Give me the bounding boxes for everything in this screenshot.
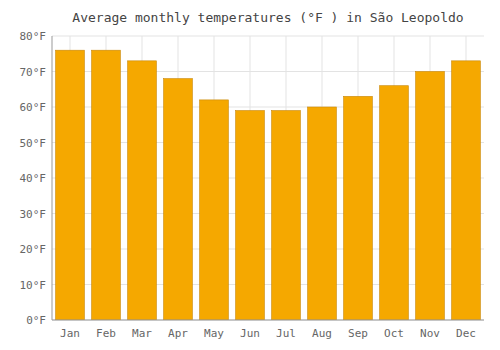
y-tick-label: 20°F [20,243,47,256]
x-tick-label: Jan [60,327,80,340]
chart: 0°F 10°F 20°F 30°F 40°F 50°F 60°F 70°F 80°F Jan Fe… [0,0,500,350]
bar [380,86,409,320]
grid-line [52,320,484,321]
x-tick-label: Jul [276,327,296,340]
bar [416,72,445,321]
y-tick-label: 80°F [20,30,47,43]
y-tick-label: 30°F [20,208,47,221]
x-tick-label: Apr [168,327,188,340]
bar [236,111,265,320]
grid [52,36,484,320]
x-tick-label: Sep [348,327,368,340]
x-tick-label: Oct [384,327,404,340]
y-tick-label: 60°F [20,101,47,114]
bar [452,61,481,320]
bar [308,107,337,320]
title: Average monthly temperatures (°F ) in Sã… [72,10,463,25]
bar [164,79,193,320]
y-axis-line [52,36,53,320]
y-tick-label: 70°F [20,66,47,79]
x-tick-label: May [204,327,224,340]
x-tick-label: Aug [312,327,332,340]
grid-line [52,36,484,37]
chart-container: 0°F 10°F 20°F 30°F 40°F 50°F 60°F 70°F 80°F Jan Fe… [0,0,500,350]
bar [128,61,157,320]
x-tick-label: Jun [240,327,260,340]
y-tick-label: 10°F [20,279,47,292]
bar [200,100,229,320]
x-tick-label: Mar [132,327,152,340]
bar [92,50,121,320]
y-tick-label: 0°F [26,314,46,327]
bar [344,96,373,320]
bars [56,50,481,320]
bar [272,111,301,320]
x-axis-line [52,320,484,321]
x-tick-label: Feb [96,327,116,340]
x-tick-label: Dec [456,327,476,340]
bar [56,50,85,320]
y-tick-label: 50°F [20,137,47,150]
y-tick-label: 40°F [20,172,47,185]
x-tick-label: Nov [420,327,440,340]
